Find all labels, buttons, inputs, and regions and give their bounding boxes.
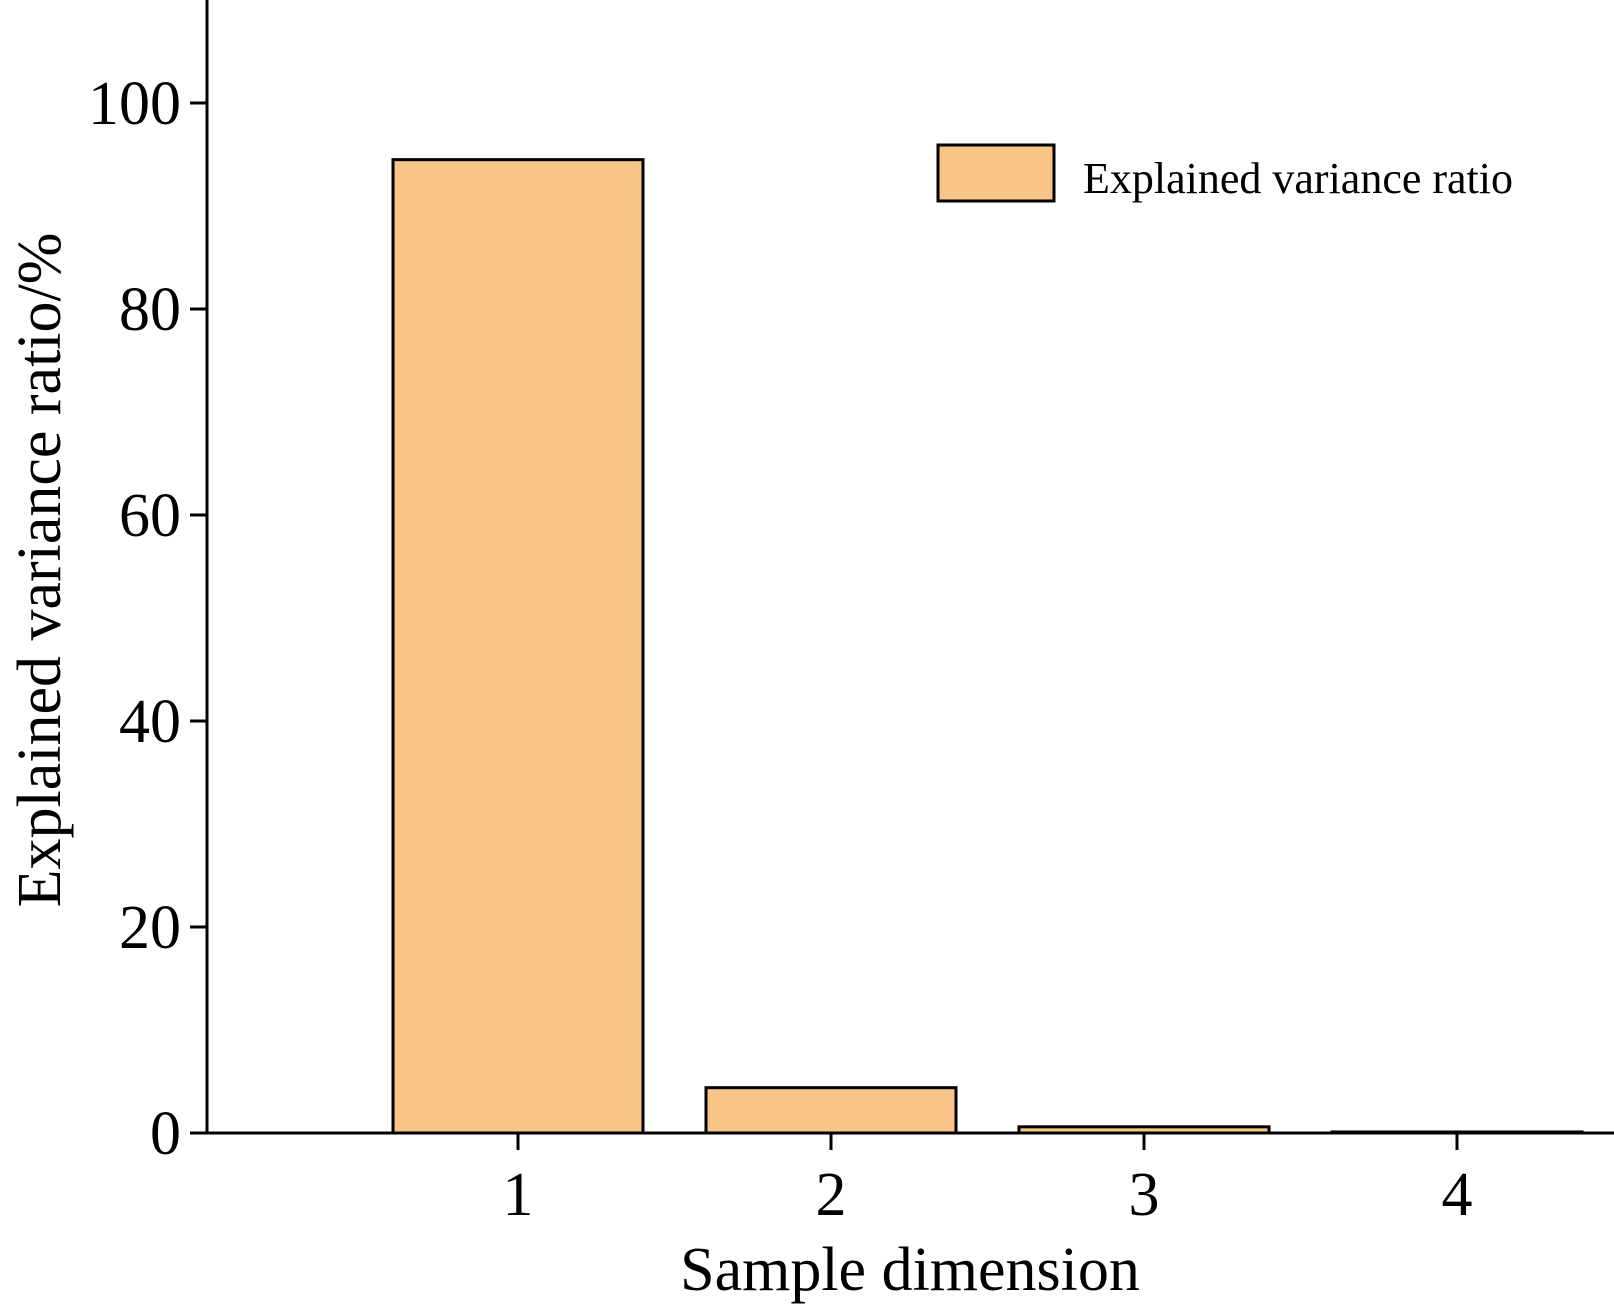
legend-label: Explained variance ratio xyxy=(1083,154,1513,203)
bar-1 xyxy=(391,158,645,1135)
x-tick-label: 3 xyxy=(1129,1161,1160,1229)
legend: Explained variance ratio xyxy=(936,143,1513,203)
x-tick-label: 1 xyxy=(503,1161,534,1229)
y-ticks-group: 0 20 40 60 80 100 xyxy=(88,70,207,1168)
x-axis-label: Sample dimension xyxy=(680,1236,1140,1304)
y-tick-label: 0 xyxy=(150,1100,181,1168)
y-tick-label: 40 xyxy=(119,688,181,756)
legend-swatch xyxy=(936,143,1056,203)
y-tick-label: 80 xyxy=(119,276,181,344)
bar-2 xyxy=(704,1086,958,1135)
x-tick-label: 2 xyxy=(816,1161,847,1229)
bars-group xyxy=(391,158,1584,1135)
x-tick-label: 4 xyxy=(1442,1161,1473,1229)
y-tick-label: 20 xyxy=(119,894,181,962)
y-tick-label: 60 xyxy=(119,482,181,550)
y-tick-label: 100 xyxy=(88,70,181,138)
y-axis-label: Explained variance ratio/% xyxy=(6,233,74,908)
x-ticks-group: 1 2 3 4 xyxy=(503,1133,1473,1229)
